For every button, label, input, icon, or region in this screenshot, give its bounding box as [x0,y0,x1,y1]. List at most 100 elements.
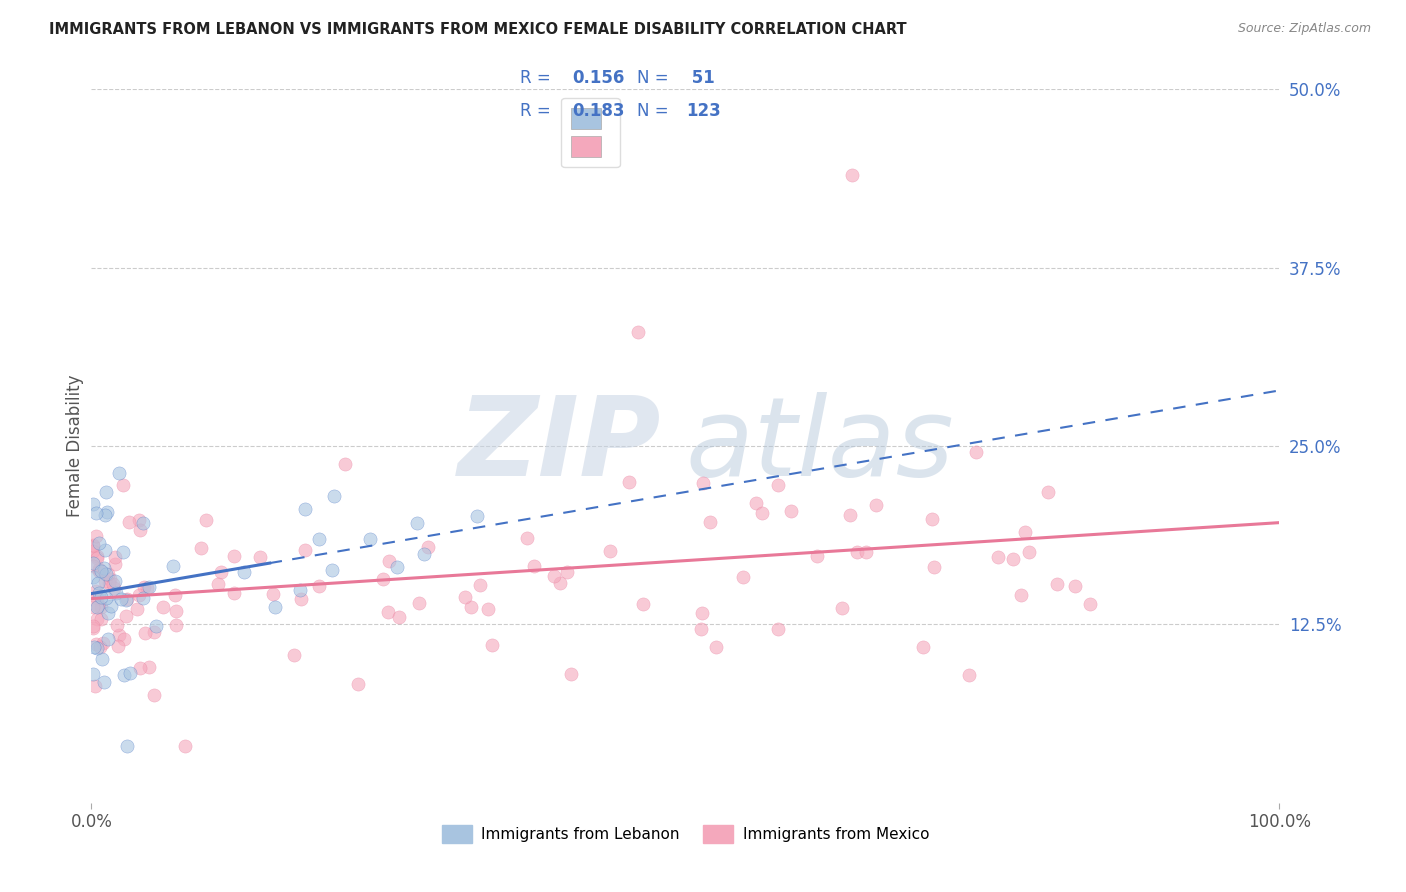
Point [631,597,654,611]
Point [692,606,714,620]
Point [107,639,129,653]
Point [1002,551,1025,566]
Point [617,475,640,490]
Point [413,547,436,561]
Point [93,636,115,650]
Point [82,497,104,511]
Point [294,501,316,516]
Text: R =: R = [520,102,557,120]
Point [779,504,801,518]
Point [129,661,152,675]
Point [138,580,160,594]
Point [957,667,980,681]
Point [921,512,943,526]
Point [806,549,828,563]
Point [115,739,138,753]
Point [599,544,621,558]
Point [965,445,987,459]
Point [84,529,107,543]
Point [165,618,187,632]
Point [845,544,868,558]
Point [89,564,111,578]
Point [97,632,120,647]
Point [104,550,127,565]
Legend: Immigrants from Lebanon, Immigrants from Mexico: Immigrants from Lebanon, Immigrants from… [436,819,935,848]
Point [745,496,768,510]
Point [138,660,160,674]
Point [112,478,135,492]
Point [96,505,118,519]
Point [1064,579,1087,593]
Point [359,532,381,546]
Point [831,601,853,615]
Point [131,591,153,605]
Point [627,325,650,339]
Point [371,572,394,586]
Point [543,569,565,583]
Point [89,640,111,655]
Text: 0.183: 0.183 [572,102,624,120]
Point [82,619,104,633]
Point [114,608,136,623]
Point [308,579,330,593]
Point [128,513,150,527]
Point [477,602,499,616]
Point [865,499,887,513]
Point [704,640,727,654]
Point [1078,597,1101,611]
Point [84,679,107,693]
Text: 123: 123 [686,102,721,120]
Point [84,506,107,520]
Point [987,549,1010,564]
Text: Source: ZipAtlas.com: Source: ZipAtlas.com [1237,22,1371,36]
Point [96,484,118,499]
Y-axis label: Female Disability: Female Disability [66,375,84,517]
Point [222,585,245,599]
Text: R =: R = [520,70,557,87]
Point [321,563,343,577]
Point [84,583,107,598]
Point [387,559,409,574]
Point [406,516,429,530]
Point [129,524,152,538]
Point [262,587,284,601]
Point [82,621,104,635]
Point [108,628,131,642]
Point [90,600,112,615]
Point [135,582,157,596]
Point [120,666,142,681]
Point [143,688,166,702]
Point [82,543,104,558]
Point [855,545,877,559]
Point [84,637,107,651]
Point [103,557,125,571]
Point [93,561,115,575]
Point [97,575,120,590]
Point [468,578,491,592]
Point [838,508,860,522]
Point [288,583,311,598]
Point [699,515,721,529]
Point [377,605,399,619]
Point [333,457,356,471]
Point [689,622,711,636]
Text: N =: N = [637,102,673,120]
Point [115,593,138,607]
Point [294,543,316,558]
Point [83,640,105,655]
Point [112,668,135,682]
Point [86,640,108,655]
Point [347,676,370,690]
Point [165,588,187,602]
Point [841,168,863,182]
Point [460,599,482,614]
Point [165,604,187,618]
Text: atlas: atlas [685,392,955,500]
Point [87,575,110,590]
Point [132,580,155,594]
Point [82,600,104,615]
Point [110,592,132,607]
Point [111,545,134,559]
Point [132,516,155,531]
Point [233,565,256,579]
